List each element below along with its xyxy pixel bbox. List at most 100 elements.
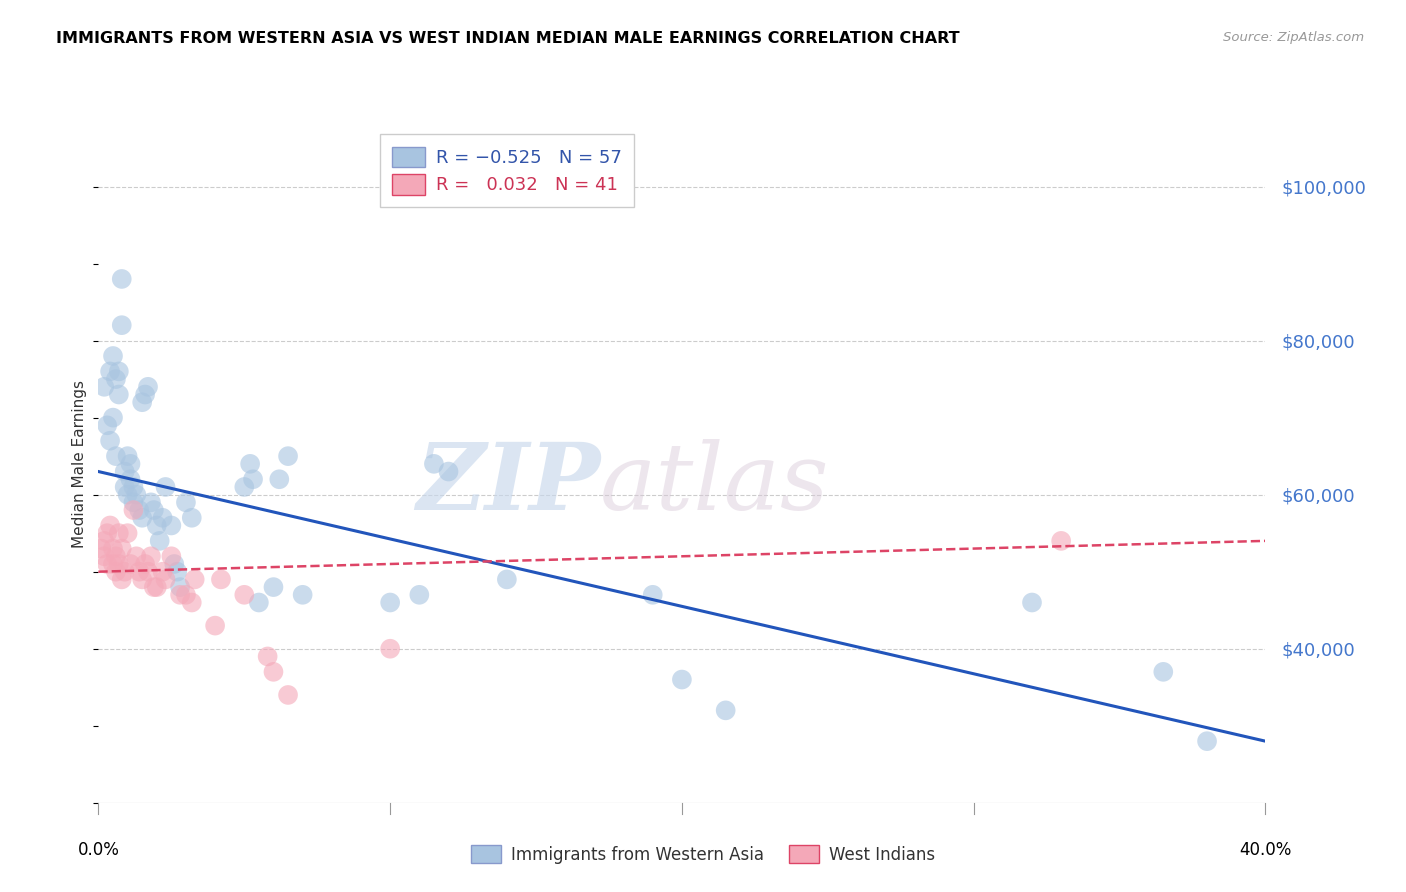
Point bbox=[671, 673, 693, 687]
Point bbox=[120, 472, 142, 486]
Point bbox=[262, 580, 284, 594]
Point bbox=[111, 573, 134, 587]
Point bbox=[155, 573, 177, 587]
Point bbox=[111, 318, 134, 333]
Point bbox=[247, 595, 270, 609]
Point bbox=[233, 480, 256, 494]
Point bbox=[101, 557, 124, 571]
Point bbox=[96, 526, 118, 541]
Point bbox=[183, 573, 205, 587]
Point bbox=[146, 518, 169, 533]
Point bbox=[117, 449, 139, 463]
Point bbox=[96, 418, 118, 433]
Point bbox=[131, 510, 153, 524]
Point bbox=[108, 387, 131, 401]
Point bbox=[101, 541, 124, 556]
Point bbox=[152, 510, 174, 524]
Point bbox=[277, 449, 299, 463]
Point bbox=[1152, 665, 1174, 679]
Point bbox=[108, 364, 131, 378]
Point bbox=[98, 434, 121, 448]
Text: atlas: atlas bbox=[600, 439, 830, 529]
Point bbox=[169, 580, 191, 594]
Point bbox=[104, 565, 127, 579]
Point bbox=[242, 472, 264, 486]
Point bbox=[111, 541, 134, 556]
Point bbox=[122, 480, 145, 494]
Legend: Immigrants from Western Asia, West Indians: Immigrants from Western Asia, West India… bbox=[464, 838, 942, 871]
Y-axis label: Median Male Earnings: Median Male Earnings bbox=[72, 380, 87, 548]
Point bbox=[96, 557, 118, 571]
Point bbox=[149, 533, 172, 548]
Point bbox=[98, 364, 121, 378]
Point bbox=[128, 565, 150, 579]
Point bbox=[104, 549, 127, 564]
Point bbox=[437, 465, 460, 479]
Point bbox=[169, 588, 191, 602]
Point bbox=[495, 573, 517, 587]
Point bbox=[122, 495, 145, 509]
Text: Source: ZipAtlas.com: Source: ZipAtlas.com bbox=[1223, 31, 1364, 45]
Point bbox=[209, 573, 232, 587]
Point bbox=[233, 588, 256, 602]
Point bbox=[204, 618, 226, 632]
Point bbox=[108, 526, 131, 541]
Point bbox=[131, 573, 153, 587]
Point bbox=[114, 480, 136, 494]
Point bbox=[120, 457, 142, 471]
Point bbox=[98, 518, 121, 533]
Text: IMMIGRANTS FROM WESTERN ASIA VS WEST INDIAN MEDIAN MALE EARNINGS CORRELATION CHA: IMMIGRANTS FROM WESTERN ASIA VS WEST IND… bbox=[56, 31, 960, 46]
Point bbox=[142, 503, 165, 517]
Point bbox=[131, 395, 153, 409]
Point bbox=[125, 549, 148, 564]
Point bbox=[114, 465, 136, 479]
Point bbox=[262, 665, 284, 679]
Point bbox=[136, 380, 159, 394]
Point bbox=[139, 549, 162, 564]
Point bbox=[1195, 734, 1218, 748]
Point bbox=[108, 557, 131, 571]
Point bbox=[239, 457, 262, 471]
Point bbox=[155, 480, 177, 494]
Point bbox=[146, 580, 169, 594]
Point bbox=[160, 518, 183, 533]
Point bbox=[136, 565, 159, 579]
Point bbox=[114, 565, 136, 579]
Point bbox=[93, 380, 115, 394]
Point bbox=[134, 387, 156, 401]
Point bbox=[174, 495, 197, 509]
Point bbox=[256, 649, 278, 664]
Text: 0.0%: 0.0% bbox=[77, 841, 120, 859]
Text: 40.0%: 40.0% bbox=[1239, 841, 1292, 859]
Point bbox=[163, 557, 186, 571]
Point bbox=[111, 272, 134, 286]
Point bbox=[180, 595, 202, 609]
Point bbox=[125, 488, 148, 502]
Point bbox=[714, 703, 737, 717]
Point bbox=[139, 495, 162, 509]
Point bbox=[134, 557, 156, 571]
Point bbox=[128, 503, 150, 517]
Point bbox=[174, 588, 197, 602]
Point bbox=[408, 588, 430, 602]
Point bbox=[90, 541, 112, 556]
Point bbox=[1021, 595, 1043, 609]
Point bbox=[120, 557, 142, 571]
Point bbox=[142, 580, 165, 594]
Point bbox=[101, 410, 124, 425]
Point bbox=[101, 349, 124, 363]
Point bbox=[117, 526, 139, 541]
Point bbox=[1050, 533, 1073, 548]
Point bbox=[269, 472, 291, 486]
Point bbox=[152, 565, 174, 579]
Point bbox=[160, 549, 183, 564]
Legend: R = −0.525   N = 57, R =   0.032   N = 41: R = −0.525 N = 57, R = 0.032 N = 41 bbox=[380, 134, 634, 207]
Point bbox=[93, 549, 115, 564]
Point bbox=[641, 588, 664, 602]
Point bbox=[277, 688, 299, 702]
Point bbox=[93, 533, 115, 548]
Point bbox=[122, 503, 145, 517]
Text: ZIP: ZIP bbox=[416, 439, 600, 529]
Point bbox=[104, 449, 127, 463]
Point bbox=[180, 510, 202, 524]
